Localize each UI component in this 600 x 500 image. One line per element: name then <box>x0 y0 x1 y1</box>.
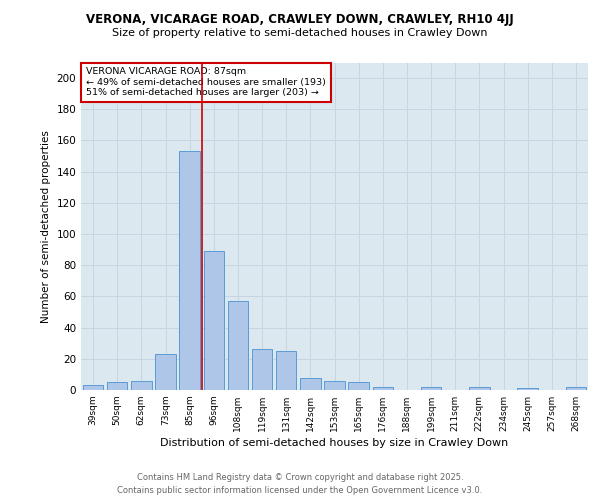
Bar <box>373 387 393 390</box>
Bar <box>469 387 490 390</box>
Bar <box>300 378 320 390</box>
Bar <box>227 301 248 390</box>
Bar <box>517 388 538 390</box>
Bar <box>324 380 345 390</box>
Text: VERONA VICARAGE ROAD: 87sqm
← 49% of semi-detached houses are smaller (193)
51% : VERONA VICARAGE ROAD: 87sqm ← 49% of sem… <box>86 68 326 97</box>
Bar <box>252 350 272 390</box>
Bar <box>83 386 103 390</box>
Bar <box>203 251 224 390</box>
Bar <box>349 382 369 390</box>
Bar <box>155 354 176 390</box>
Text: Contains public sector information licensed under the Open Government Licence v3: Contains public sector information licen… <box>118 486 482 495</box>
Bar <box>179 152 200 390</box>
Bar <box>276 351 296 390</box>
Y-axis label: Number of semi-detached properties: Number of semi-detached properties <box>41 130 51 322</box>
Bar <box>107 382 127 390</box>
Text: Size of property relative to semi-detached houses in Crawley Down: Size of property relative to semi-detach… <box>112 28 488 38</box>
Bar <box>566 387 586 390</box>
Bar <box>131 380 152 390</box>
Bar <box>421 387 442 390</box>
Text: Contains HM Land Registry data © Crown copyright and database right 2025.: Contains HM Land Registry data © Crown c… <box>137 472 463 482</box>
X-axis label: Distribution of semi-detached houses by size in Crawley Down: Distribution of semi-detached houses by … <box>160 438 509 448</box>
Text: VERONA, VICARAGE ROAD, CRAWLEY DOWN, CRAWLEY, RH10 4JJ: VERONA, VICARAGE ROAD, CRAWLEY DOWN, CRA… <box>86 12 514 26</box>
